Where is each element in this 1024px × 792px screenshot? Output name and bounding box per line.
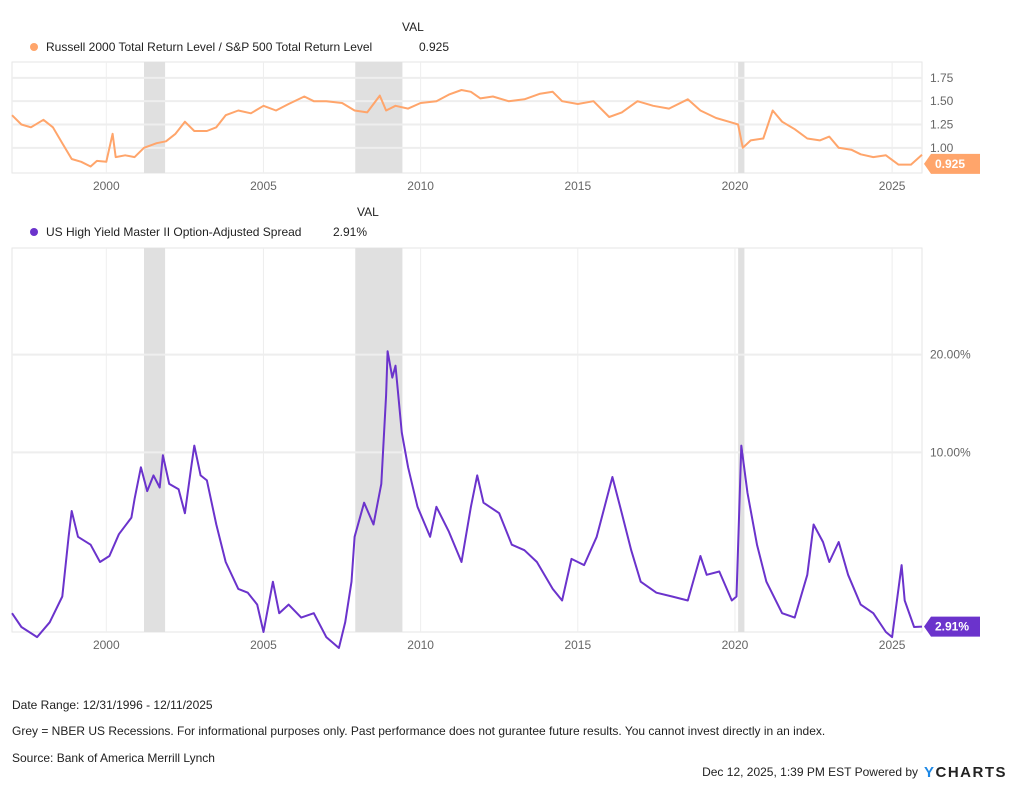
y-tick-label: 1.25 — [930, 117, 954, 131]
legend-marker-russell — [30, 43, 38, 51]
x-tick-label: 2005 — [250, 638, 277, 652]
y-tick-label: 20.00% — [930, 348, 971, 362]
recession-band — [738, 62, 745, 173]
bottom-plot: 2000 2005 2010 2015 2020 2025 10.00% 20.00% 2.91… — [11, 247, 980, 652]
disclaimer: Grey = NBER US Recessions. For informati… — [12, 724, 825, 738]
y-tick-label: 10.00% — [930, 445, 971, 459]
y-tick-label: 1.75 — [930, 71, 954, 85]
series-line — [11, 350, 923, 649]
legend-label-hy[interactable]: US High Yield Master II Option-Adjusted … — [46, 225, 301, 239]
legend-label-russell[interactable]: Russell 2000 Total Return Level / S&P 50… — [46, 40, 372, 54]
x-tick-label: 2005 — [250, 179, 277, 193]
recession-band — [355, 248, 403, 632]
series-line — [11, 89, 923, 168]
current-value-badge — [924, 616, 980, 637]
val-header-bottom: VAL — [357, 205, 379, 219]
y-tick-label: 1.50 — [930, 94, 954, 108]
legend-value-russell: 0.925 — [419, 40, 449, 54]
val-header-top: VAL — [402, 20, 424, 34]
recession-band — [355, 62, 403, 173]
y-tick-label: 1.00 — [930, 141, 954, 155]
x-tick-label: 2015 — [564, 179, 591, 193]
timestamp: Dec 12, 2025, 1:39 PM EST Powered by — [702, 765, 918, 779]
x-tick-label: 2010 — [407, 179, 434, 193]
x-tick-label: 2010 — [407, 638, 434, 652]
ycharts-logo[interactable]: YCHARTS — [924, 764, 1007, 781]
x-tick-label: 2020 — [722, 638, 749, 652]
x-tick-label: 2000 — [93, 638, 120, 652]
top-plot: 2000 2005 2010 2015 2020 2025 1.00 1.25 1.50 1.75… — [11, 61, 980, 193]
x-tick-label: 2000 — [93, 179, 120, 193]
recession-band — [144, 248, 166, 632]
x-tick-label: 2015 — [564, 638, 591, 652]
legend-marker-hy — [30, 228, 38, 236]
current-value-badge — [924, 153, 980, 174]
source: Source: Bank of America Merrill Lynch — [12, 751, 215, 765]
date-range: Date Range: 12/31/1996 - 12/11/2025 — [12, 698, 213, 712]
current-value-label: 2.91% — [935, 620, 969, 634]
current-value-label: 0.925 — [935, 157, 965, 171]
x-tick-label: 2020 — [722, 179, 749, 193]
x-tick-label: 2025 — [879, 179, 906, 193]
x-tick-label: 2025 — [879, 638, 906, 652]
recession-band — [738, 248, 745, 632]
legend-value-hy: 2.91% — [333, 225, 367, 239]
